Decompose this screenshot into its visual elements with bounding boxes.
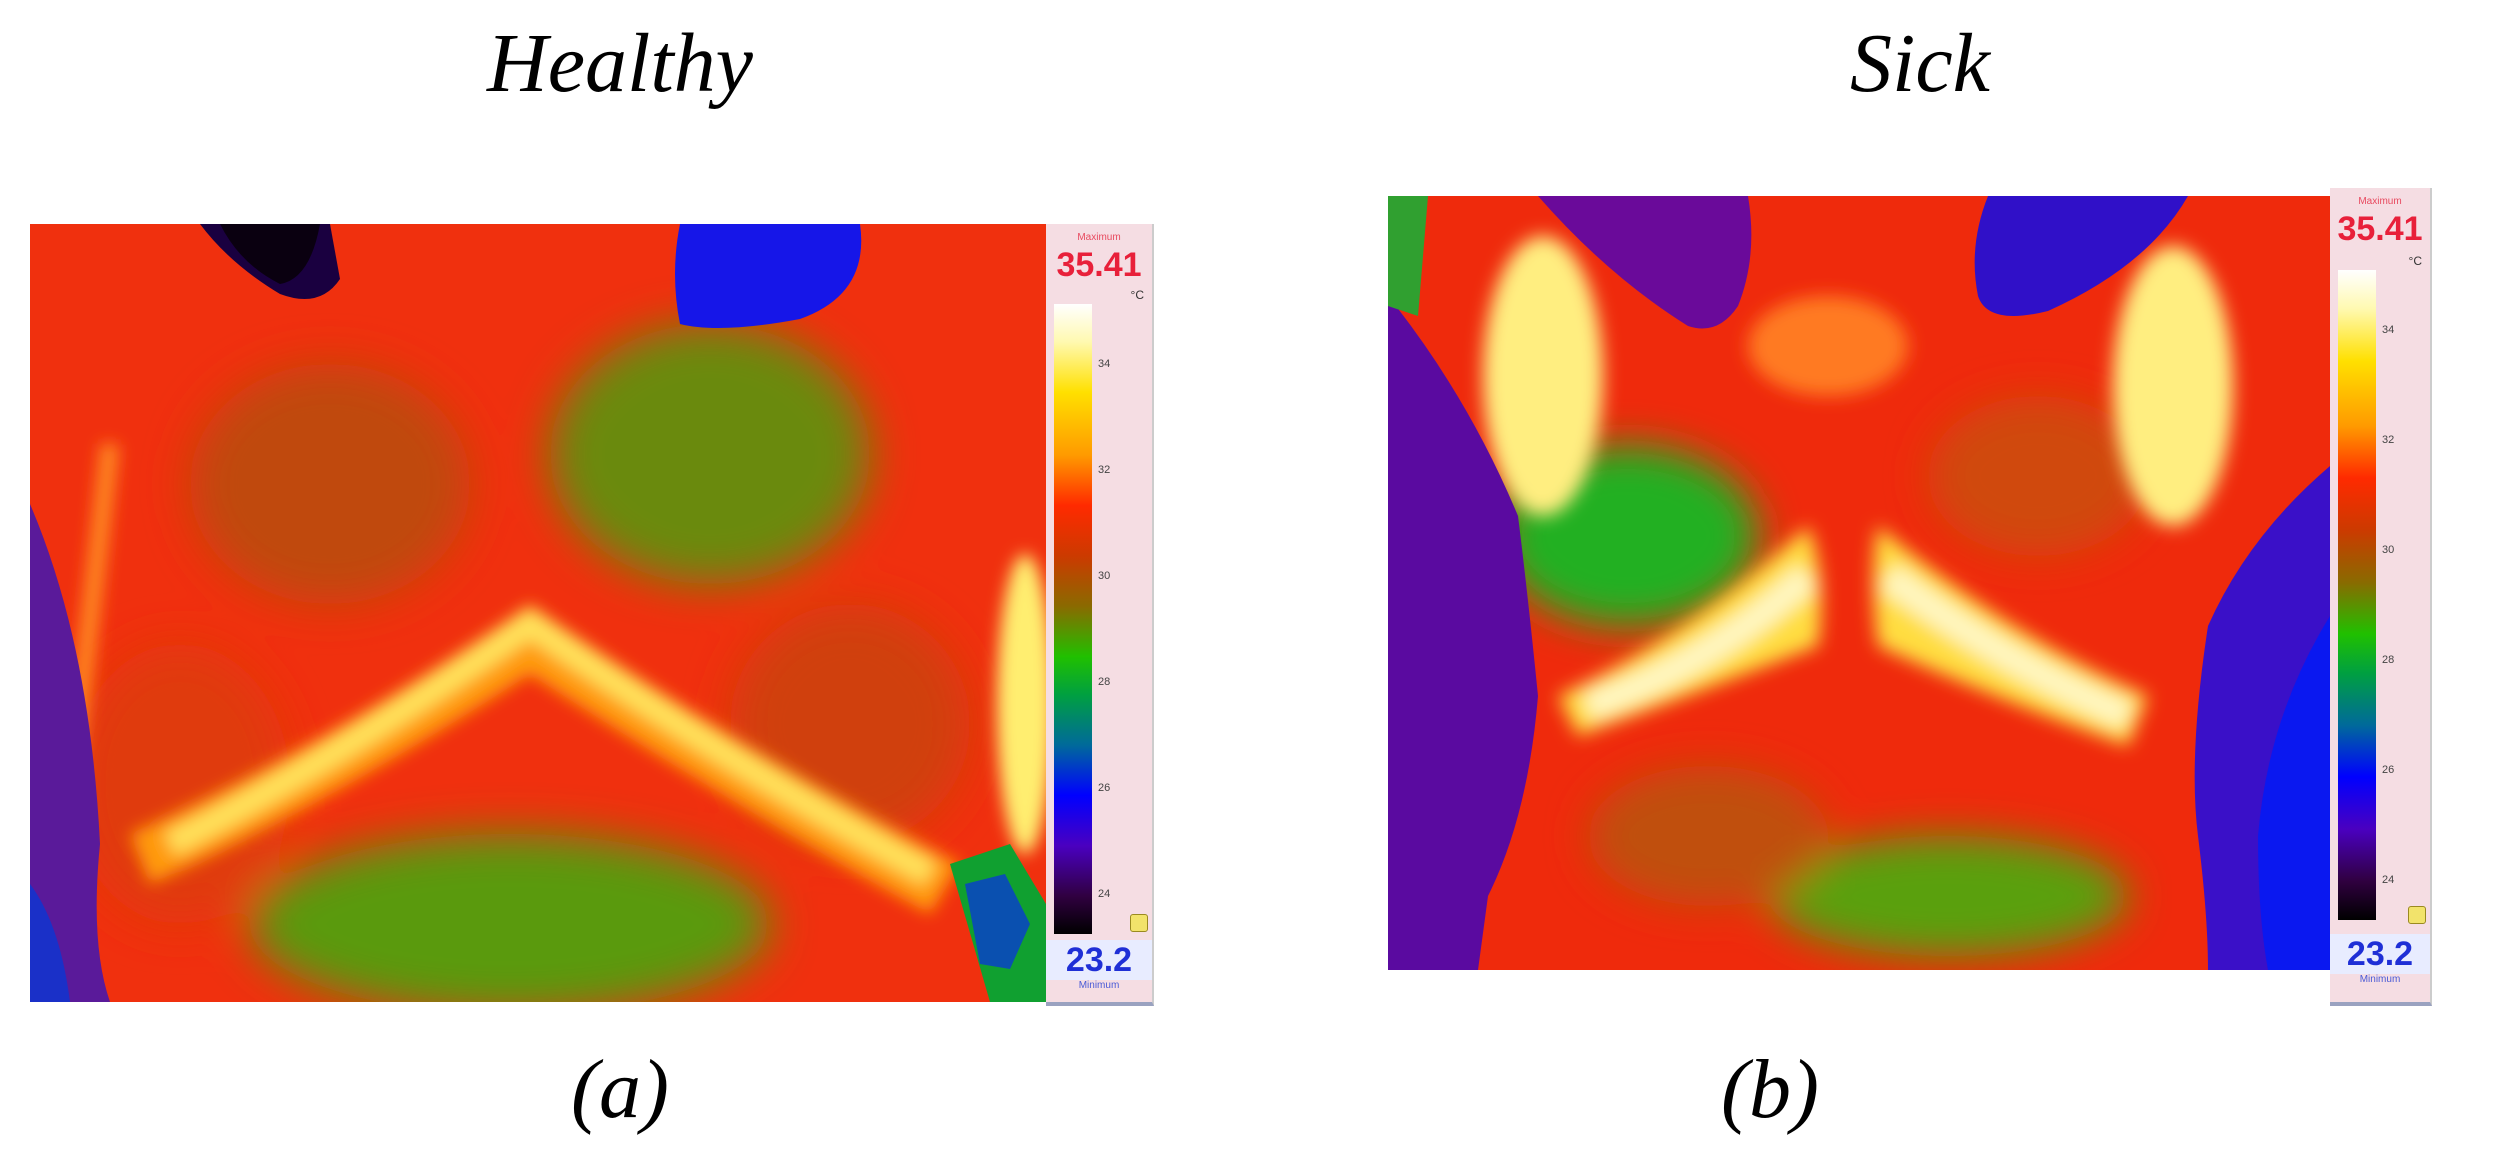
scale-max-value: 35.41 [2337, 210, 2423, 248]
scale-tick: 30 [1098, 570, 1111, 582]
thermal-image-healthy [30, 224, 1046, 1002]
scale-tick: 34 [1098, 358, 1111, 370]
scale-gradient [1054, 304, 1092, 934]
panel-caption-b: (b) [1721, 1043, 1819, 1136]
scale-tick: 32 [1098, 464, 1111, 476]
scale-min-label: Minimum [2359, 974, 2401, 985]
scale-tick: 28 [1098, 676, 1111, 688]
scale-tick: 26 [1098, 782, 1111, 794]
scale-max-label: Maximum [1077, 232, 1121, 243]
scale-tick: 30 [2382, 544, 2395, 556]
scale-unit: °C [1130, 288, 1144, 302]
scale-tick: 24 [1098, 888, 1111, 900]
scale-tick: 26 [2382, 764, 2395, 776]
scale-tick: 34 [2382, 324, 2395, 336]
scale-tick: 24 [2382, 874, 2395, 886]
scale-min-value: 23.2 [2330, 934, 2430, 974]
scale-max-value: 35.41 [1056, 246, 1142, 284]
scale-unit: °C [2408, 254, 2422, 268]
scale-settings-icon [1130, 914, 1148, 932]
temperature-scale-sick: Maximum 35.41 °C 34 32 30 28 26 24 23.2 … [2330, 188, 2432, 1006]
scale-max-label: Maximum [2358, 196, 2402, 207]
thermal-image-sick [1388, 196, 2330, 970]
scale-ticks: 34 32 30 28 26 24 [2382, 270, 2430, 920]
scale-tick: 32 [2382, 434, 2395, 446]
scale-ticks: 34 32 30 28 26 24 [1098, 304, 1152, 934]
scale-min-value: 23.2 [1046, 940, 1152, 980]
scale-tick: 28 [2382, 654, 2395, 666]
scale-gradient [2338, 270, 2376, 920]
panel-title-sick: Sick [1850, 17, 1990, 110]
temperature-scale-healthy: Maximum 35.41 °C 34 32 30 28 26 24 23.2 … [1046, 224, 1154, 1006]
scale-min-label: Minimum [1078, 980, 1120, 991]
panel-caption-a: (a) [571, 1043, 669, 1136]
scale-settings-icon [2408, 906, 2426, 924]
panel-title-healthy: Healthy [487, 17, 753, 110]
